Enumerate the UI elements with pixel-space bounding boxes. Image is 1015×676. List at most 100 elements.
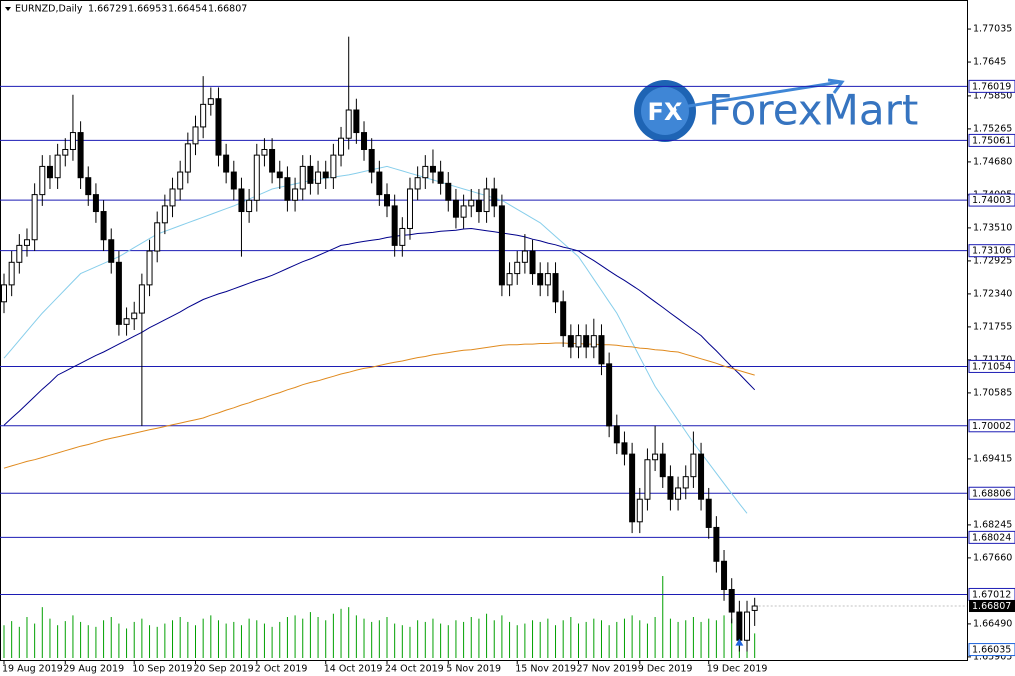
candle-body [154,222,161,252]
candle-body [8,261,15,286]
level-label-box [968,419,1015,433]
candle-body [192,126,199,145]
x-tick-label: 14 Oct 2019 [324,664,383,675]
y-tick-label: 1.72340 [973,288,1012,299]
level-label: 1.68024 [972,532,1011,543]
candle-body [659,453,666,478]
y-tick-label: 1.73510 [973,222,1012,233]
header-close: 1.66807 [208,4,247,15]
candle-body [698,453,705,500]
candle-body [276,171,283,179]
candle-body [406,188,413,229]
moving-average [3,227,756,426]
candle-body [552,273,559,303]
candle-body [391,205,398,246]
y-tick-label: 1.75850 [973,90,1012,101]
level-label: 1.68806 [972,488,1011,499]
candle-body [376,171,383,196]
candle-body [39,165,46,196]
candle-body [521,250,528,263]
x-tick-label: 19 Aug 2019 [2,664,63,675]
candle-body [744,611,751,641]
candle-body [751,605,758,611]
x-tick-label: 19 Dec 2019 [707,664,768,675]
candle-body [307,165,314,184]
y-tick-label: 1.66490 [973,618,1012,629]
logo-mark: FX [648,98,683,126]
candle-body [705,498,712,528]
level-label: 1.74003 [972,195,1011,206]
candle-body [721,560,728,590]
candle-body [169,188,176,207]
x-tick-label: 15 Nov 2019 [515,664,576,675]
candle-body [728,588,735,613]
level-label-box [968,486,1015,500]
candle-body [62,148,69,156]
x-tick-label: 5 Nov 2019 [446,664,501,675]
candle-body [215,98,222,156]
candle-body [544,273,551,286]
candle-body [429,165,436,173]
y-tick-label: 1.70585 [973,387,1012,398]
arrow-price-box [968,643,1015,657]
plot-frame [0,0,968,661]
x-tick-label: 24 Oct 2019 [385,664,444,675]
candle-body [353,109,360,134]
candle-body [475,199,482,213]
candle-body [736,611,743,641]
candle-body [23,239,30,246]
candle-body [452,199,459,218]
candle-body [177,171,184,190]
candle-body [675,487,682,500]
header-low: 1.66454 [168,4,207,15]
candle-body [92,194,99,213]
candle-body [575,335,582,348]
candle-body [299,165,306,190]
candle-body [230,171,237,190]
last-price-box [969,600,1015,613]
y-tick-label: 1.72925 [973,255,1012,266]
candle-body [713,526,720,562]
candle-body [498,205,505,286]
candle-body [200,103,207,128]
y-tick-label: 1.75265 [973,123,1012,134]
candle-body [146,250,153,286]
x-tick-label: 20 Sep 2019 [194,664,254,675]
level-label-box [968,193,1015,207]
candle-body [422,165,429,179]
y-tick-label: 1.74680 [973,156,1012,167]
candle-body [345,109,352,139]
last-price-label: 1.66807 [972,601,1011,612]
level-label: 1.75061 [972,135,1011,146]
candle-body [46,165,53,179]
header-open: 1.66729 [88,4,127,15]
y-tick-label: 1.77035 [973,24,1012,35]
candle-body [506,273,513,286]
candle-body [384,194,390,207]
header-arrow [5,7,11,11]
watermark: ForexMart [708,86,918,135]
candle-body [590,335,597,348]
candle-body [613,425,620,444]
candle-body [414,177,421,190]
level-label: 1.71054 [972,361,1011,372]
candle-body [583,335,590,348]
candle-body [483,188,490,213]
level-label-box [968,359,1015,373]
level-label-box [968,79,1015,93]
logo-inner [641,87,689,135]
candle-body [682,476,689,489]
candle-body [368,148,375,173]
candle-body [123,318,130,325]
candle-body [644,459,651,500]
candle-body [529,250,536,275]
candle-body [284,177,291,201]
candle-body [338,137,345,156]
x-tick-label: 29 Aug 2019 [63,664,124,675]
candle-body [667,476,674,500]
candle-body [652,453,659,461]
candle-body [138,284,145,314]
candle-body [322,171,329,179]
level-label: 1.73106 [972,246,1011,257]
